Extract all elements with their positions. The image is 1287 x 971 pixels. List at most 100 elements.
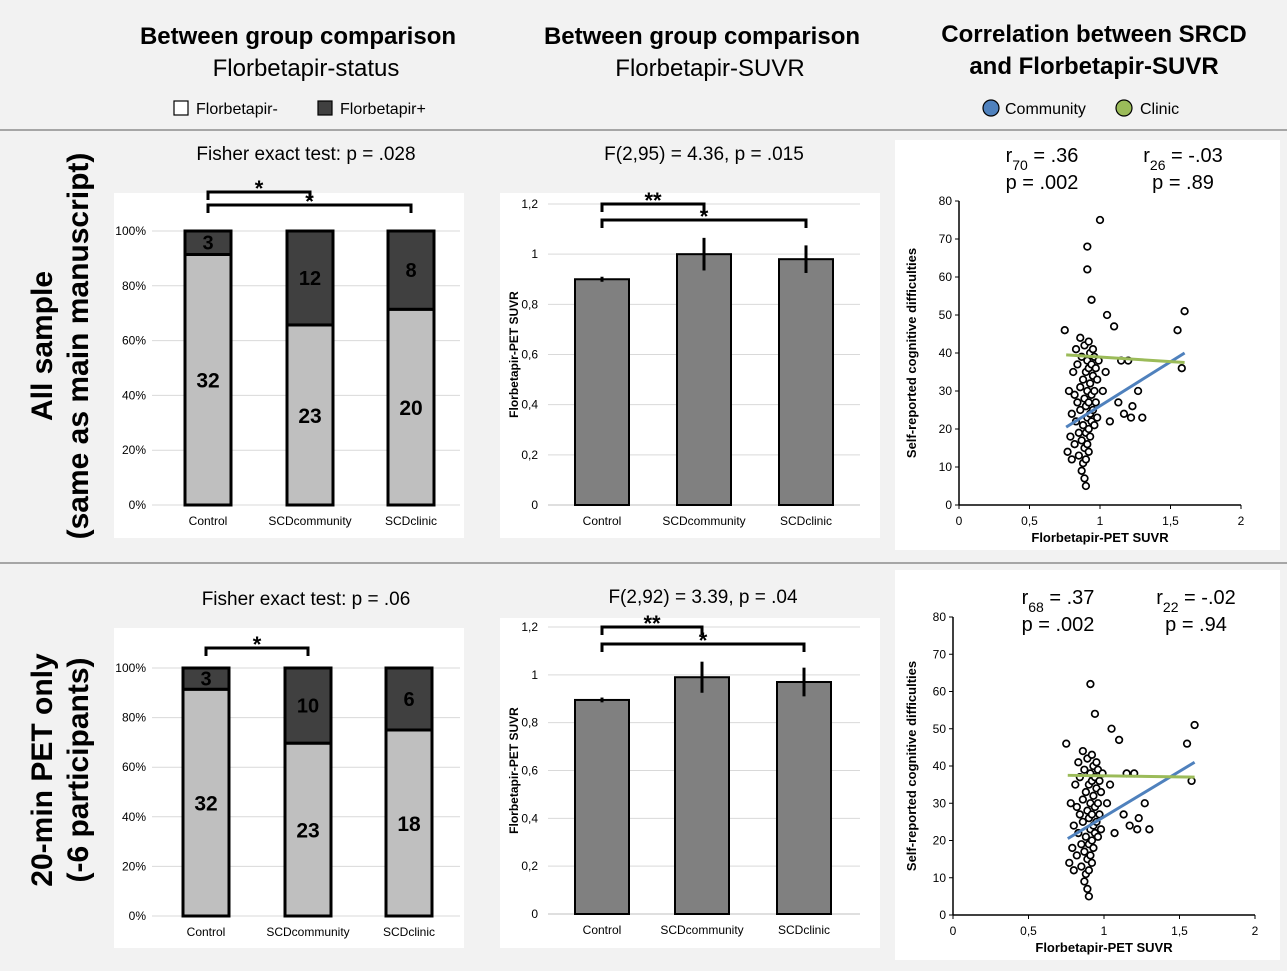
r2-status-ytick-label: 80% [122,711,146,725]
r1-scatter-ytick-label: 50 [939,308,953,322]
r2-scatter-xtick-label: 1 [1101,924,1108,938]
r1-scatter-point [1091,364,1100,373]
r1-scatter-point [1066,432,1075,441]
r1-status-value-positive-Control: 3 [202,233,213,255]
r1-scatter-point [1105,417,1115,426]
r2-scatter-point [1093,799,1103,808]
row2-label-line1: 20-min PET only [26,653,59,887]
r2-scatter-ylabel: Self-reported cognitive difficulties [904,661,919,871]
r1-status-significance-1-bracket [206,203,413,213]
r1-scatter-ylabel: Self-reported cognitive difficulties [904,248,919,458]
r1-scatter-point [1114,398,1123,407]
r1-scatter-point [1180,307,1189,316]
r1-suvr-xtick-label: SCDclinic [780,514,832,528]
r2-scatter-xlabel: Florbetapir-PET SUVR [1035,940,1173,955]
r2-suvr-ylabel: Florbetapir-PET SUVR [507,707,521,834]
r1-suvr-title: F(2,95) = 4.36, p = .015 [604,144,804,165]
r1-scatter-xtick-label: 1,5 [1162,514,1179,528]
r1-scatter-point [1076,333,1085,342]
row2-label-line2: (-6 participants) [62,657,95,882]
r2-scatter-point [1071,780,1080,789]
r2-status-ytick-label: 0% [129,909,147,923]
r1-scatter-point [1126,413,1136,422]
legend-label-community: Community [1005,101,1086,118]
r2-status-xtick-label: SCDclinic [383,925,435,939]
r1-status-bar-positive-SCDclinic [386,229,436,311]
r2-scatter-point [1190,720,1199,730]
r1-scatter-annotation-p-0: p = .002 [1006,172,1079,194]
legend-label-clinic: Clinic [1140,101,1179,118]
r1-scatter-point [1109,322,1119,331]
r1-status-value-negative-SCDcommunity: 23 [298,405,321,428]
r2-status-bar-positive-Control [181,666,231,691]
r1-status-significance-0-bracket [206,190,312,200]
r1-suvr-significance-1-bracket [600,218,808,228]
charts: 0%20%40%60%80%100%Fisher exact test: p =… [114,140,1280,960]
r1-suvr-ytick-label: 0,2 [521,448,538,462]
r1-suvr-ytick-label: 0,6 [521,348,538,362]
r2-scatter-point [1093,832,1103,841]
r2-status-ytick-label: 100% [115,661,146,675]
r2-status-ytick-label: 20% [122,859,146,873]
r1-scatter-point [1177,364,1186,373]
r2-suvr-ytick-label: 1 [531,668,538,682]
r2-scatter-point [1119,810,1128,819]
r2-scatter-xtick-label: 0,5 [1020,924,1037,938]
r1-scatter-xtick-label: 2 [1238,514,1245,528]
r1-scatter-point [1090,421,1099,430]
r1-scatter-point [1095,215,1105,225]
r2-status-title: Fisher exact test: p = .06 [202,589,411,610]
r1-scatter-point [1080,474,1089,483]
r2-scatter-point [1078,746,1088,756]
r2-scatter-point [1089,843,1098,853]
r2-scatter-annotation-r-1: r22 = -.02 [1156,587,1236,615]
r1-scatter-ytick-label: 0 [945,498,952,512]
r2-scatter-point [1095,776,1104,786]
row1-label-line1: All sample [26,271,59,421]
r2-scatter-point [1102,799,1112,808]
legend-swatch-positive [317,100,333,116]
r2-status-bar-positive-SCDcommunity [283,666,333,745]
r1-scatter-point [1070,440,1079,449]
r2-scatter-annotation-r-0: r68 = .37 [1022,587,1095,615]
r2-scatter-point [1080,847,1089,856]
r2-scatter-point [1069,821,1078,830]
r2-status-xtick-label: SCDcommunity [266,925,349,939]
r2-suvr-xtick-label: SCDcommunity [660,923,743,937]
r2-scatter-xtick-label: 2 [1252,924,1259,938]
r1-scatter-point [1074,428,1083,437]
r2-scatter-point [1090,709,1100,718]
r1-scatter-point [1084,447,1093,456]
r2-suvr-xtick-label: Control [583,923,622,937]
col3-title-line1: Correlation between SRCD [941,21,1246,48]
r2-scatter-point [1087,836,1097,845]
col2-subtitle: Florbetapir-SUVR [615,55,804,82]
r1-scatter-point [1071,345,1081,354]
r1-scatter-point [1083,265,1092,274]
r2-suvr-title: F(2,92) = 3.39, p = .04 [608,587,797,608]
r1-scatter-ytick-label: 30 [939,384,953,398]
r1-scatter-point [1073,360,1082,369]
r2-scatter-ytick-label: 10 [933,871,947,885]
r1-status-value-negative-SCDclinic: 20 [399,397,422,420]
r2-status-value-positive-SCDclinic: 6 [403,689,414,711]
r1-status-value-negative-Control: 32 [196,370,219,393]
r2-scatter-point [1081,787,1091,797]
r2-scatter-point [1068,843,1077,853]
r1-scatter-point [1085,379,1095,388]
r1-scatter-point [1077,436,1086,445]
r2-suvr-xtick-label: SCDclinic [778,923,830,937]
r1-status-ytick-label: 40% [122,388,146,402]
r1-scatter-point [1119,409,1129,418]
r2-status-significance-0-bracket [204,646,310,656]
r2-scatter-point [1095,810,1104,819]
r2-scatter-ytick-label: 80 [933,610,947,624]
r1-scatter-point [1128,402,1137,411]
r2-status-value-positive-SCDcommunity: 10 [297,696,319,718]
r1-scatter-point [1069,367,1078,377]
r1-status-xtick-label: Control [189,514,228,528]
r1-suvr-bar-SCDclinic [778,258,834,506]
col3-title-line2: and Florbetapir-SUVR [969,53,1218,80]
r1-scatter-point [1081,455,1091,464]
r1-suvr-ytick-label: 1,2 [521,197,538,211]
